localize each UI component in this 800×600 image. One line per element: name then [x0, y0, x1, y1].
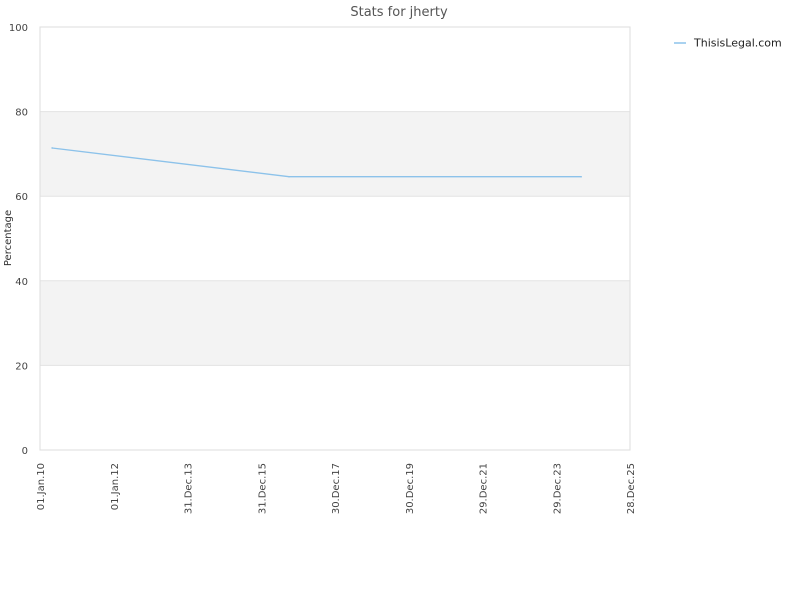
y-tick-label: 100	[9, 23, 28, 34]
y-axis-ticks: 0 20 40 60 80 100	[9, 23, 28, 457]
series-lines	[51, 147, 583, 178]
legend[interactable]: ThisisLegal.com	[674, 37, 782, 50]
chart-title: Stats for jherty	[350, 5, 448, 20]
data-point	[580, 175, 583, 178]
plot-band	[40, 111, 630, 197]
y-tick-label: 20	[15, 361, 28, 372]
y-tick-label: 80	[15, 108, 28, 119]
y-tick-label: 40	[15, 277, 28, 288]
x-tick-label: 31.Dec.13	[184, 463, 195, 514]
data-point	[288, 175, 290, 178]
x-tick-label: 01.Jan.12	[110, 463, 121, 510]
plot-bands	[40, 111, 630, 366]
x-tick-label: 01.Jan.10	[36, 463, 47, 510]
data-point	[51, 147, 53, 149]
plot-area	[39, 26, 631, 451]
y-tick-label: 0	[22, 446, 28, 457]
x-tick-label: 30.Dec.17	[331, 463, 342, 514]
grid-lines	[40, 26, 630, 451]
x-axis-ticks: 01.Jan.10 01.Jan.12 31.Dec.13 31.Dec.15 30.D…	[36, 463, 637, 514]
x-tick-label: 31.Dec.15	[257, 463, 268, 514]
plot-band	[40, 280, 630, 366]
y-tick-label: 60	[15, 192, 28, 203]
x-tick-label: 30.Dec.19	[405, 463, 416, 514]
x-tick-label: 28.Dec.25	[626, 463, 637, 514]
x-tick-label: 29.Dec.23	[552, 463, 563, 514]
legend-label[interactable]: ThisisLegal.com	[693, 37, 782, 50]
x-tick-label: 29.Dec.21	[479, 463, 490, 514]
y-axis-label: Percentage	[3, 210, 14, 266]
